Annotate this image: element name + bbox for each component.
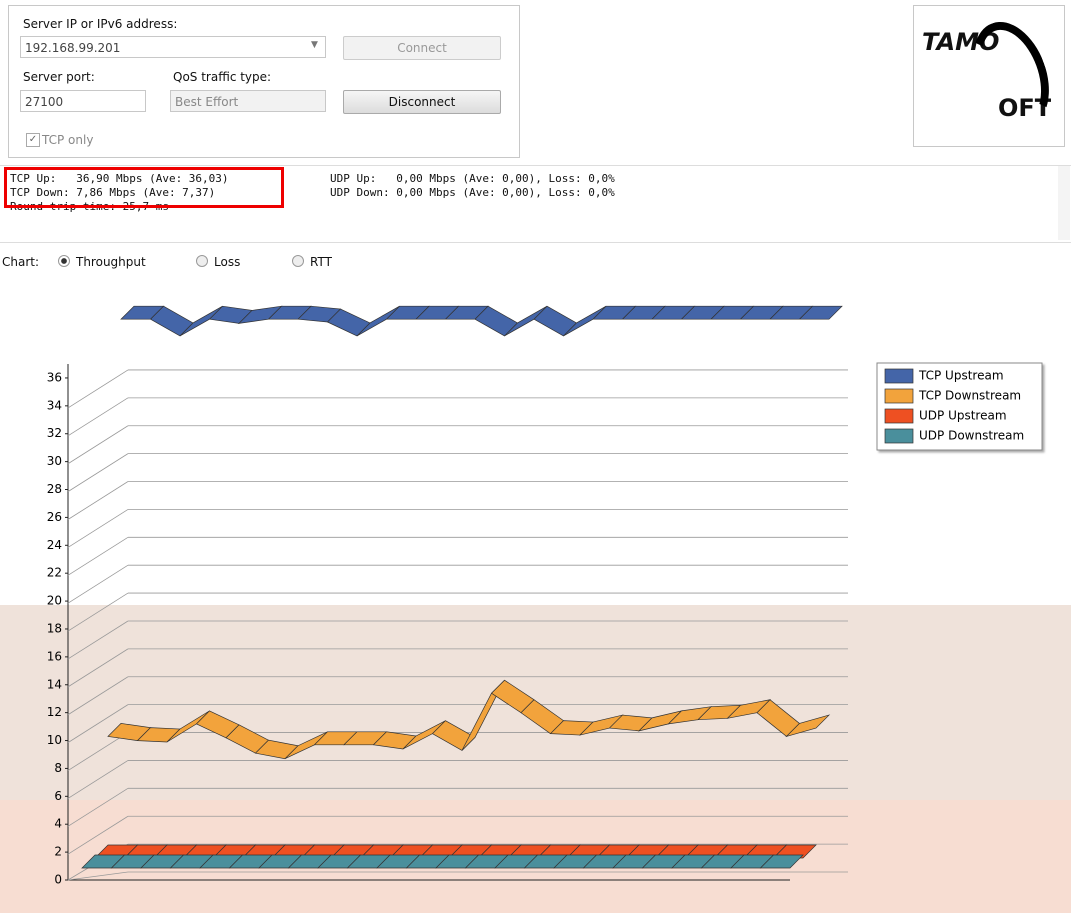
port-label: Server port: [23, 70, 95, 84]
legend-swatch [885, 389, 913, 403]
legend-label: UDP Downstream [919, 429, 1024, 443]
chart-option[interactable]: Throughput [58, 255, 146, 269]
series-ribbon [82, 855, 803, 868]
y-tick-label: 0 [54, 873, 62, 887]
chart-option[interactable]: RTT [292, 255, 332, 269]
highlight-box [4, 167, 284, 208]
y-tick-label: 22 [47, 566, 62, 580]
y-tick-label: 10 [47, 733, 62, 747]
y-tick-label: 24 [47, 538, 62, 552]
qos-select[interactable]: Best Effort [170, 90, 326, 112]
legend-label: UDP Upstream [919, 409, 1007, 423]
y-tick-label: 36 [47, 370, 62, 384]
qos-label: QoS traffic type: [173, 70, 271, 84]
udp-down-stat: UDP Down: 0,00 Mbps (Ave: 0,00), Loss: 0… [330, 186, 615, 199]
page: 024681012141618202224262830323436TCP Ups… [0, 0, 1071, 913]
legend-swatch [885, 429, 913, 443]
y-tick-label: 6 [54, 789, 62, 803]
y-tick-label: 12 [47, 705, 62, 719]
y-tick-label: 26 [47, 510, 62, 524]
radio[interactable] [292, 255, 304, 267]
legend-label: TCP Downstream [918, 389, 1021, 403]
connect-button[interactable]: Connect [343, 36, 501, 60]
legend-swatch [885, 369, 913, 383]
y-tick-label: 30 [47, 454, 62, 468]
y-tick-label: 34 [47, 398, 62, 412]
radio[interactable] [196, 255, 208, 267]
option-label: Throughput [76, 255, 146, 269]
y-tick-label: 20 [47, 594, 62, 608]
scrollbar[interactable] [1058, 166, 1070, 240]
y-tick-label: 32 [47, 426, 62, 440]
tcp-only-checkbox[interactable]: ✓ [26, 133, 40, 147]
y-tick-label: 8 [54, 761, 62, 775]
y-tick-label: 28 [47, 482, 62, 496]
legend-swatch [885, 409, 913, 423]
option-label: RTT [310, 255, 332, 269]
server-input[interactable]: 192.168.99.201 [20, 36, 326, 58]
y-tick-label: 14 [47, 677, 62, 691]
server-label: Server IP or IPv6 address: [23, 17, 177, 31]
y-tick-label: 18 [47, 621, 62, 635]
logo-box: TAMO OFT [913, 5, 1065, 147]
chart-option-label: Chart: [2, 255, 39, 269]
y-tick-label: 4 [54, 817, 62, 831]
udp-up-stat: UDP Up: 0,00 Mbps (Ave: 0,00), Loss: 0,0… [330, 172, 615, 185]
chart-option[interactable]: Loss [196, 255, 240, 269]
y-tick-label: 2 [54, 845, 62, 859]
disconnect-button[interactable]: Disconnect [343, 90, 501, 114]
tcp-only-label: TCP only [42, 133, 93, 147]
radio[interactable] [58, 255, 70, 267]
dropdown-arrow: ▼ [311, 40, 318, 50]
y-tick-label: 16 [47, 649, 62, 663]
port-input[interactable]: 27100 [20, 90, 146, 112]
legend-label: TCP Upstream [918, 369, 1004, 383]
option-label: Loss [214, 255, 240, 269]
